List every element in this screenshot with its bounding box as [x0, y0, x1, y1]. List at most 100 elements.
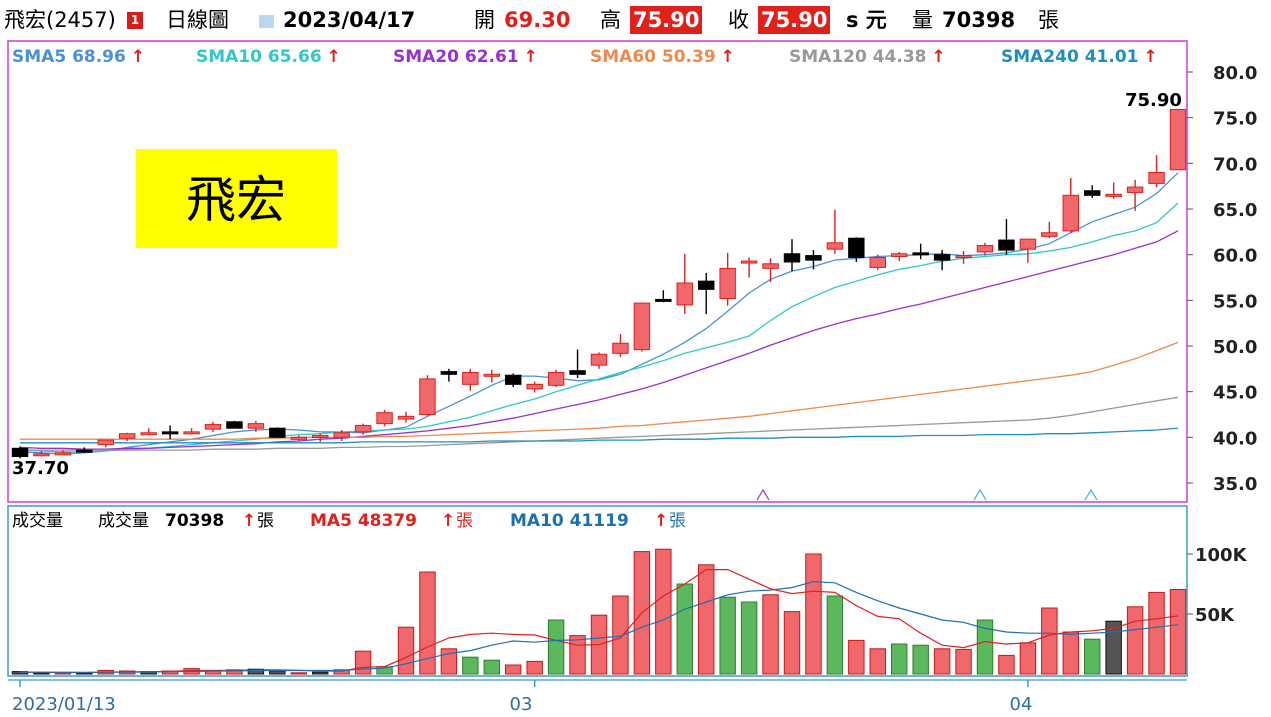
candle-body	[655, 298, 672, 302]
volume-bar	[1062, 631, 1079, 675]
up-arrow-icon: ↑	[524, 47, 538, 67]
candle-body	[955, 255, 972, 259]
volume-ma5-label: MA5 48379	[310, 511, 417, 531]
volume-bar	[848, 639, 865, 675]
candle-body	[505, 374, 522, 385]
up-arrow-icon: ↑	[131, 47, 145, 67]
volume-bar	[1019, 642, 1037, 675]
candle-body	[290, 436, 307, 440]
candle-body	[76, 449, 93, 453]
sma-legend-label: SMA20 62.61	[393, 47, 519, 67]
candle-body	[140, 432, 157, 436]
price-tick-label: 70.0	[1213, 154, 1257, 175]
up-arrow-icon: ↑	[242, 511, 256, 531]
candle-body	[1062, 194, 1079, 232]
volume-bar	[569, 635, 586, 675]
low-annotation: 37.70	[12, 458, 69, 479]
candle-body	[612, 342, 629, 354]
price-tick-label: 80.0	[1213, 63, 1257, 84]
volume-bar	[1041, 607, 1058, 675]
volume-title: 成交量	[12, 511, 63, 531]
candle-body	[440, 371, 458, 375]
open-value: 69.30	[504, 8, 571, 32]
volume-bar	[698, 564, 715, 675]
up-arrow-icon: ↑	[1144, 47, 1158, 67]
candle-body	[54, 452, 72, 456]
event-marker-icon	[756, 488, 770, 501]
candle-body	[269, 427, 286, 438]
volume-bar	[547, 619, 565, 675]
candle-body	[826, 242, 844, 250]
volume-value: 70398	[942, 8, 1016, 32]
volume-bar	[1105, 620, 1122, 675]
volume-bar	[1084, 638, 1101, 675]
volume-ma10-label: MA10 41119	[510, 511, 629, 531]
volume-bar	[312, 671, 329, 675]
close-label: 收	[728, 8, 749, 32]
event-marker-icon	[973, 488, 987, 501]
candle-body	[397, 415, 415, 420]
candle-body	[848, 237, 865, 258]
candle-body	[869, 256, 886, 268]
x-tick-label: 2023/01/13	[12, 694, 116, 715]
volume-bar	[526, 660, 543, 675]
volume-bar	[1169, 589, 1187, 675]
candle-body	[676, 282, 693, 306]
candle-body	[805, 255, 822, 261]
volume-bar	[783, 611, 801, 675]
candle-body	[569, 370, 586, 375]
volume-bar	[891, 643, 908, 675]
up-arrow-icon: ↑	[441, 511, 455, 531]
volume-bar	[998, 654, 1015, 675]
volume-unit-label: 張	[257, 511, 274, 531]
volume-bar	[462, 656, 479, 675]
price-tick-label: 55.0	[1213, 291, 1257, 312]
volume-bar	[955, 648, 972, 675]
volume-bar	[762, 594, 779, 675]
sma-legend-label: SMA240 41.01	[1001, 47, 1139, 67]
high-annotation: 75.90	[1125, 90, 1182, 111]
chart-kind: 日線圖	[166, 8, 229, 32]
volume-ma-line-ma10	[19, 580, 1179, 673]
event-marker-icon	[1084, 488, 1098, 501]
sma-legend-label: SMA5 68.96	[12, 47, 126, 67]
volume-tick-label: 50K	[1195, 605, 1235, 626]
candle-body	[719, 267, 736, 300]
volume-main-value: 70398	[165, 511, 224, 531]
volume-bar	[333, 669, 350, 675]
stock-name[interactable]: 飛宏(2457)	[4, 8, 116, 32]
price-panel: 35.0 40.0 45.0 50.0 55.0 60.0 65.0 70.0 75.0 80.0…	[7, 40, 1257, 503]
candle-body	[161, 431, 179, 435]
watermark-box	[136, 149, 337, 248]
volume-bar	[805, 553, 822, 675]
sma-legend-label: SMA120 44.38	[789, 47, 927, 67]
watermark-text: 飛宏	[186, 171, 286, 229]
volume-bar	[247, 668, 265, 675]
candle-body	[976, 245, 994, 253]
volume-bar	[740, 601, 758, 675]
up-arrow-icon: ↑	[654, 511, 668, 531]
candle-body	[33, 453, 50, 457]
badge-icon: 1	[127, 12, 143, 29]
volume-bar	[933, 648, 951, 675]
candle-body	[1126, 186, 1144, 194]
candle-body	[97, 439, 114, 446]
volume-bar	[719, 596, 736, 675]
ma-line-sma60	[20, 341, 1179, 440]
candle-body	[783, 253, 801, 263]
candle-body	[933, 254, 951, 261]
candle-body	[376, 412, 393, 425]
price-tick-label: 65.0	[1213, 200, 1257, 221]
x-axis: 2023/01/13 03 04	[8, 679, 1187, 715]
volume-bar	[290, 672, 307, 675]
up-arrow-icon: ↑	[327, 47, 341, 67]
candle-body	[483, 373, 500, 377]
unit-label: s 元	[846, 8, 887, 32]
chevron-down-icon[interactable]	[259, 15, 274, 28]
volume-bar	[612, 595, 629, 675]
close-value: 75.90	[758, 6, 831, 34]
volume-ma5-unit: 張	[456, 511, 473, 531]
date-value: 2023/04/17	[283, 8, 416, 32]
price-tick-label: 45.0	[1213, 383, 1257, 404]
x-tick-label: 03	[510, 694, 533, 715]
